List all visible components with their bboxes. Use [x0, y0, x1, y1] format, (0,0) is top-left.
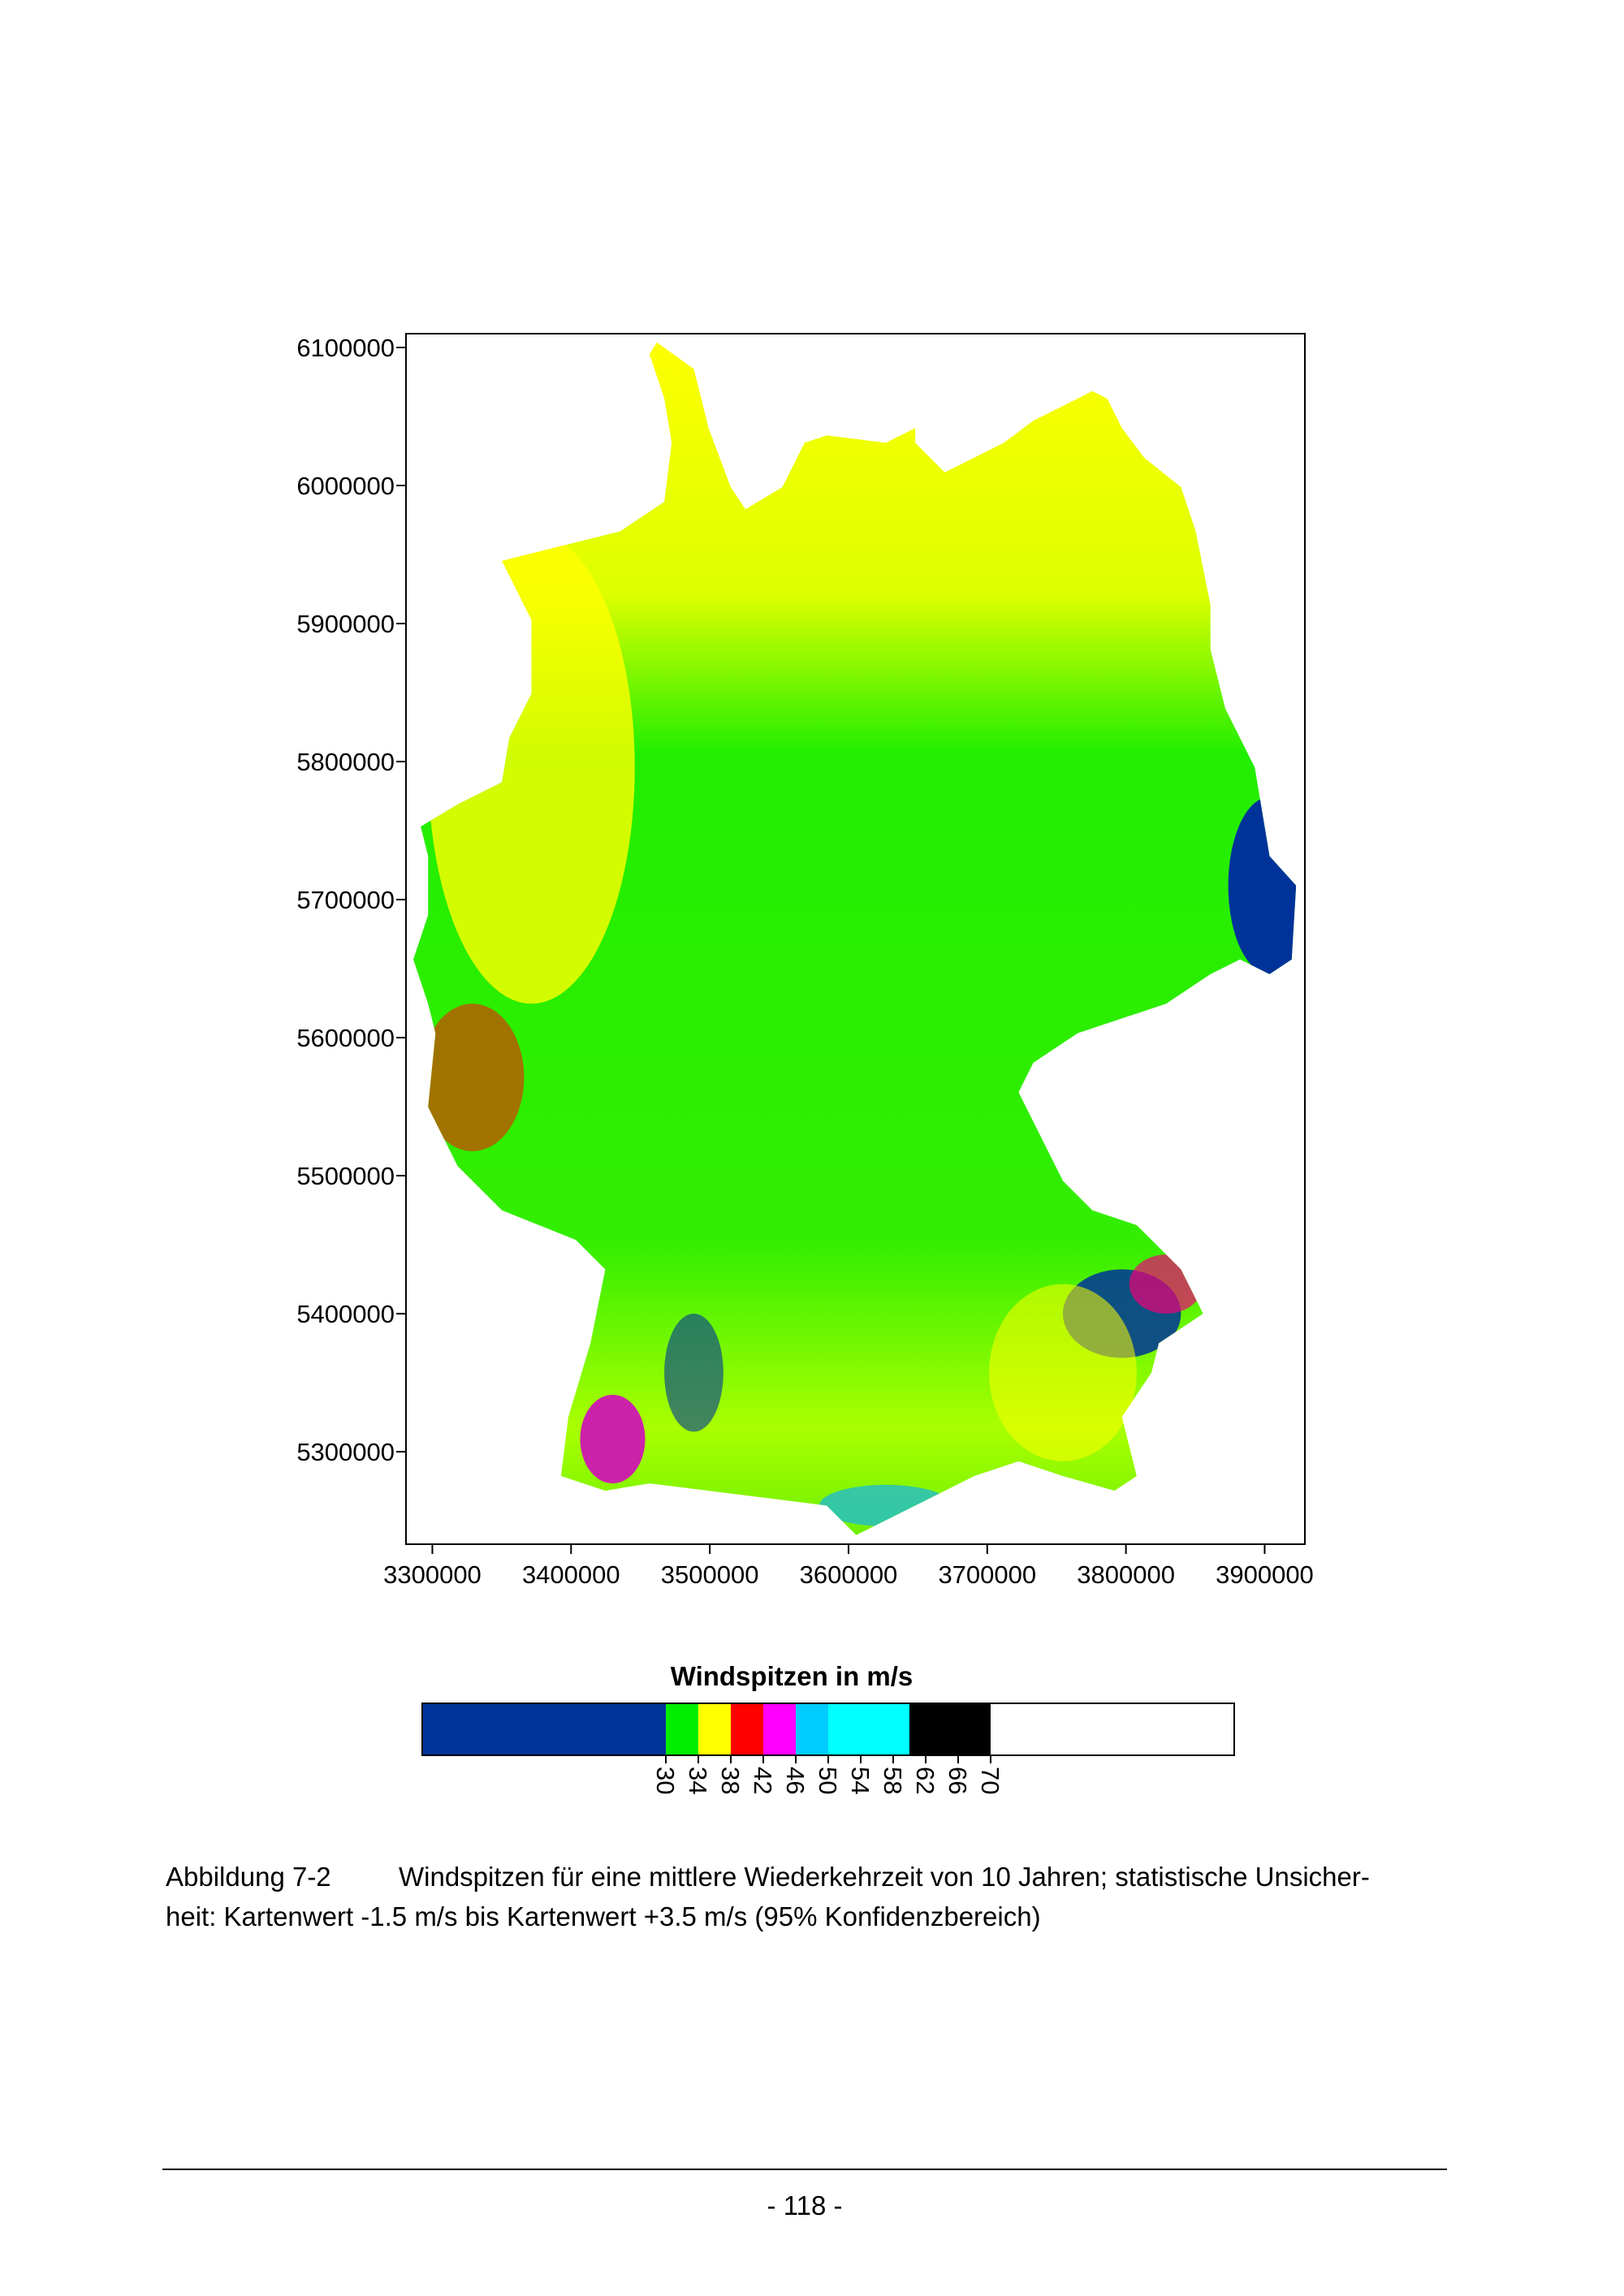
x-tick-label: 3600000	[800, 1560, 898, 1589]
y-tick-label: 6100000	[296, 334, 395, 362]
x-tick-label: 3800000	[1077, 1560, 1175, 1589]
x-tick-label: 3500000	[661, 1560, 759, 1589]
colorbar-tick-label: 58	[879, 1767, 907, 1794]
colorbar-title: Windspitzen in m/s	[671, 1661, 914, 1691]
colorbar-segment	[763, 1703, 796, 1755]
y-tick-label: 5900000	[296, 610, 395, 638]
y-tick-label: 5300000	[296, 1438, 395, 1466]
colorbar-tick-label: 70	[976, 1767, 1004, 1794]
colorbar-tick-label: 46	[781, 1767, 810, 1794]
colorbar-segment	[666, 1703, 698, 1755]
colorbar-tick-label: 50	[814, 1767, 842, 1794]
colorbar-tick-label: 54	[846, 1767, 875, 1794]
y-tick-label: 6000000	[296, 472, 395, 500]
x-tick-label: 3900000	[1216, 1560, 1314, 1589]
colorbar-tick-label: 30	[651, 1767, 680, 1794]
colorbar-segment	[422, 1703, 666, 1755]
colorbar-segment	[698, 1703, 731, 1755]
caption-label: Abbildung 7-2	[166, 1862, 331, 1892]
x-tick-label: 3300000	[383, 1560, 482, 1589]
colorbar-tick-label: 62	[911, 1767, 939, 1794]
colorbar-tick-label: 66	[944, 1767, 972, 1794]
y-tick-label: 5500000	[296, 1162, 395, 1190]
y-tick-label: 5600000	[296, 1024, 395, 1052]
colorbar-segment	[796, 1703, 828, 1755]
y-tick-label: 5800000	[296, 748, 395, 776]
colorbar-tick-label: 34	[684, 1767, 712, 1794]
caption-line: heit: Kartenwert -1.5 m/s bis Kartenwert…	[166, 1901, 1041, 1931]
plot-frame	[405, 333, 1306, 1545]
y-tick-label: 5700000	[296, 886, 395, 914]
colorbar-tick-label: 38	[716, 1767, 745, 1794]
colorbar-segment	[909, 1703, 991, 1755]
colorbar-segment	[828, 1703, 909, 1755]
colorbar-segment	[991, 1703, 1234, 1755]
y-tick-label: 5400000	[296, 1300, 395, 1328]
map	[413, 342, 1297, 1535]
colorbar-segment	[731, 1703, 763, 1755]
x-tick-label: 3400000	[522, 1560, 620, 1589]
caption-line: Windspitzen für eine mittlere Wiederkehr…	[399, 1862, 1370, 1892]
colorbar-tick-label: 42	[749, 1767, 777, 1794]
x-tick-label: 3700000	[938, 1560, 1036, 1589]
page-number: - 118 -	[767, 2190, 843, 2220]
